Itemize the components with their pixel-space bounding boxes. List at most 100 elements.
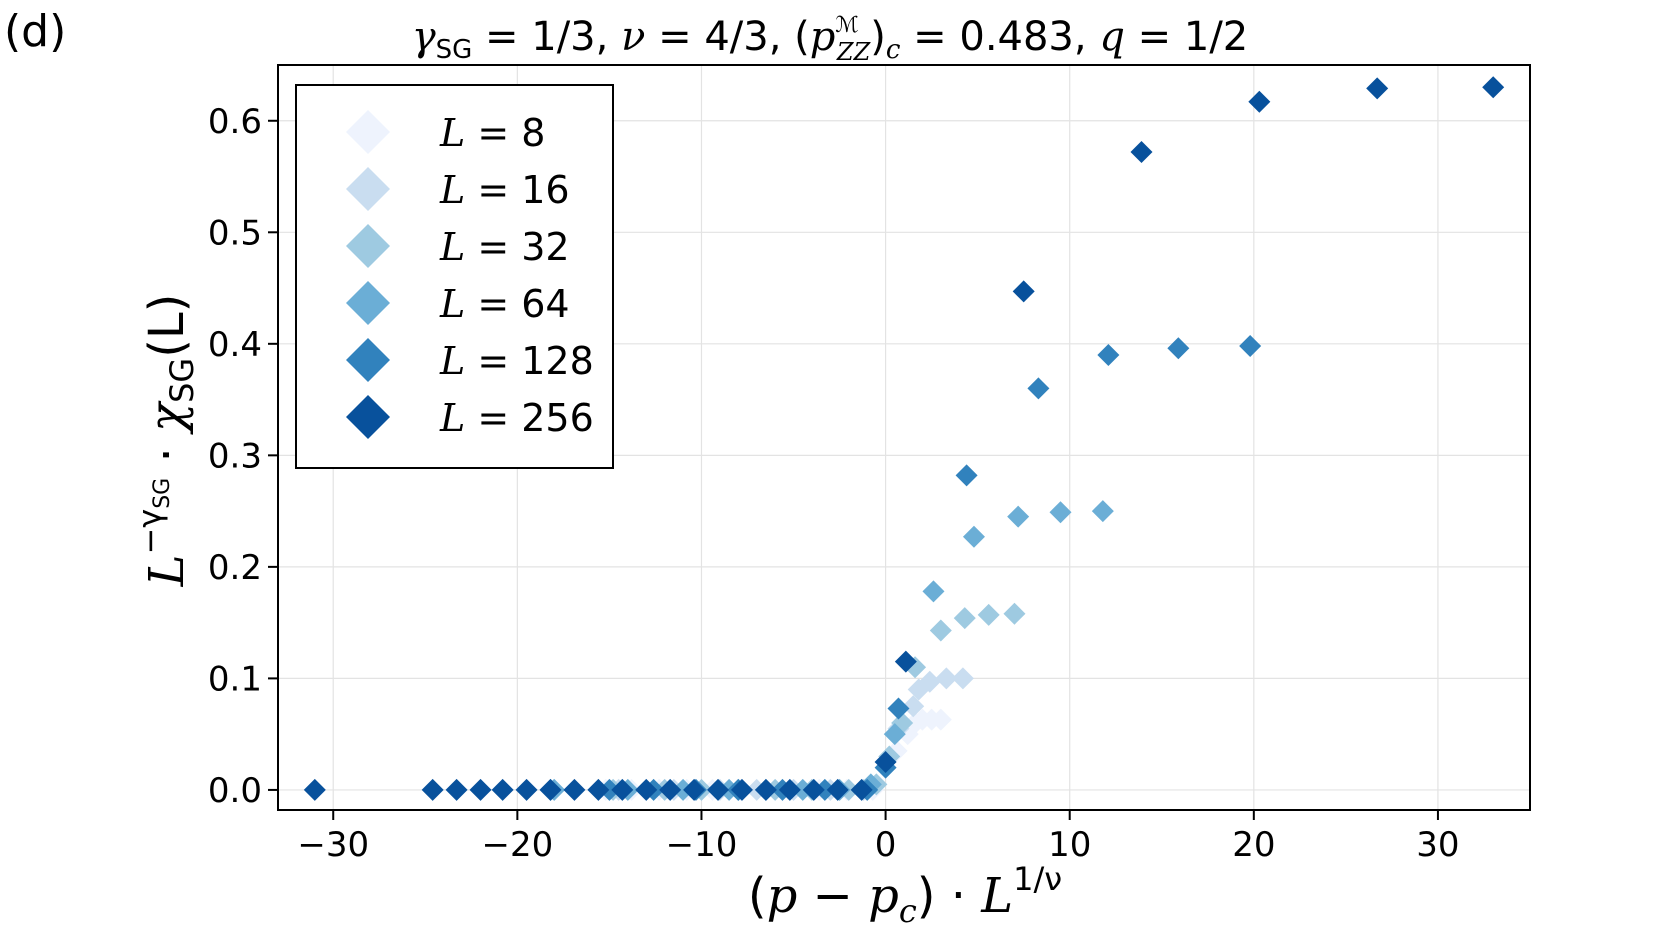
ylabel-dot: · — [139, 432, 195, 478]
data-point — [539, 778, 562, 801]
y-tick-label: 0.2 — [208, 548, 262, 588]
data-point — [826, 778, 849, 801]
title-gamma-sub: SG — [436, 35, 473, 65]
data-point — [635, 778, 658, 801]
data-point — [887, 697, 910, 720]
title-eq4: = 1/2 — [1125, 14, 1248, 60]
legend-marker — [346, 281, 390, 325]
y-ticks: 0.0 0.1 0.2 0.3 0.4 0.5 0.6 — [208, 102, 278, 811]
title-close: ) — [870, 14, 886, 60]
legend-label-value: = 16 — [465, 168, 569, 212]
data-point — [1239, 335, 1262, 358]
legend-label-L: L — [439, 282, 465, 326]
series-3 — [539, 602, 1026, 801]
data-point — [672, 778, 695, 801]
x-tick-label: 10 — [1048, 825, 1091, 865]
legend-label: L = 32 — [439, 225, 570, 269]
legend-label-L: L — [439, 339, 465, 383]
data-point — [1007, 505, 1030, 528]
title-gamma: γ — [412, 14, 436, 60]
ylabel-arg: (L) — [139, 294, 195, 358]
ylabel-L: L — [139, 555, 195, 588]
legend-label: L = 8 — [439, 111, 545, 155]
ylabel-chi: χ — [139, 400, 195, 435]
data-point — [1097, 343, 1120, 366]
data-point — [1091, 500, 1114, 523]
xlabel-exp: 1/ν — [1013, 860, 1062, 898]
data-point — [962, 525, 985, 548]
x-tick-label: 20 — [1232, 825, 1275, 865]
data-point — [587, 778, 610, 801]
data-point — [754, 778, 777, 801]
y-tick-label: 0.3 — [208, 436, 262, 476]
data-point — [874, 751, 897, 774]
y-tick-label: 0.6 — [208, 102, 262, 142]
data-point — [515, 778, 538, 801]
xlabel-c: c — [899, 892, 917, 930]
data-point — [813, 778, 836, 801]
xlabel-p: p — [767, 868, 798, 924]
xlabel-open: ( — [748, 868, 767, 924]
y-tick-label: 0.1 — [208, 659, 262, 699]
legend-marker — [346, 224, 390, 268]
data-point — [491, 778, 514, 801]
y-axis-label: L−γSG · χSG(L) — [131, 294, 201, 588]
data-point — [791, 778, 814, 801]
data-points — [303, 76, 1505, 801]
title-nu: ν — [621, 14, 645, 60]
panel-label: (d) — [4, 6, 67, 57]
data-point — [778, 778, 801, 801]
legend-label-value: = 8 — [465, 111, 545, 155]
legend-marker — [346, 167, 390, 211]
legend-label-value: = 64 — [465, 282, 569, 326]
axes-frame — [277, 64, 1531, 811]
data-point — [935, 667, 958, 690]
data-point — [902, 695, 925, 718]
legend-label: L = 16 — [439, 168, 570, 212]
data-point — [445, 778, 468, 801]
xlabel-p2: p — [868, 868, 899, 924]
ylabel-exp-sub: SG — [150, 478, 175, 509]
x-tick-label: 0 — [875, 825, 897, 865]
x-axis-label: (p − pc) · L1/ν — [748, 860, 1062, 930]
data-point — [894, 650, 917, 673]
x-tick-label: −20 — [481, 825, 553, 865]
y-tick-label: 0.4 — [208, 325, 262, 365]
data-point — [929, 619, 952, 642]
data-point — [922, 580, 945, 603]
data-point — [1248, 90, 1271, 113]
data-point — [1167, 337, 1190, 360]
title-p: p — [810, 14, 836, 60]
x-ticks: −30 −20 −10 0 10 20 30 — [297, 810, 1460, 865]
ylabel-chi-sub: SG — [163, 358, 201, 403]
legend-label: L = 128 — [439, 339, 594, 383]
xlabel-minus: − — [797, 868, 868, 924]
data-point — [563, 778, 586, 801]
data-point — [469, 778, 492, 801]
title-p-sup: ℳ — [835, 13, 859, 38]
legend-label-value: = 32 — [465, 225, 569, 269]
legend-label-L: L — [439, 396, 465, 440]
title-eq3: = 0.483, — [900, 14, 1099, 60]
x-tick-label: 30 — [1416, 825, 1459, 865]
data-point — [707, 778, 730, 801]
chart-title: γSG = 1/3, ν = 4/3, (pℳ ZZ)c = 0.483, q =… — [412, 13, 1249, 66]
data-point — [802, 778, 825, 801]
y-tick-label: 0.5 — [208, 213, 262, 253]
data-point — [850, 778, 873, 801]
data-point — [659, 778, 682, 801]
data-point — [1366, 77, 1389, 100]
legend-label-value: = 128 — [465, 339, 594, 383]
series-6 — [303, 76, 1505, 801]
data-point — [953, 607, 976, 630]
y-tick-label: 0.0 — [208, 771, 262, 811]
x-tick-label: −30 — [297, 825, 369, 865]
ylabel-exp: −γ — [131, 509, 169, 555]
legend-label-L: L — [439, 111, 465, 155]
data-point — [1027, 377, 1050, 400]
xlabel-L: L — [980, 868, 1013, 924]
data-point — [303, 778, 326, 801]
